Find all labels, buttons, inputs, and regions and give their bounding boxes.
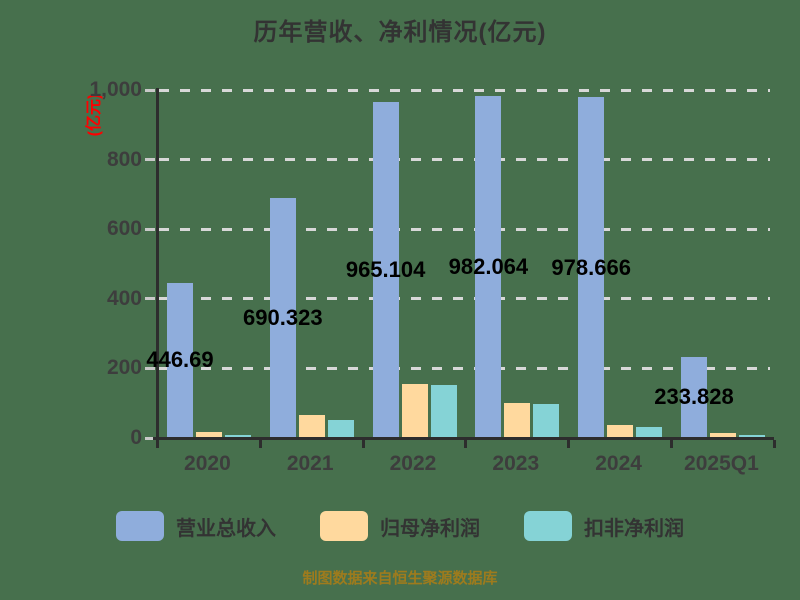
- bar-value-label: 978.666: [551, 254, 631, 280]
- legend-item-归母净利润: 归母净利润: [320, 511, 480, 541]
- bar-营业总收入-2021: [269, 197, 296, 438]
- gridline-400: [159, 297, 770, 301]
- bar-扣非净利润-2025Q1: [739, 434, 765, 438]
- x-category-label-2021: 2021: [286, 452, 334, 475]
- x-category-label-2025Q1: 2025Q1: [684, 452, 759, 475]
- y-tick-mark: [145, 88, 155, 92]
- legend-label: 营业总收入: [176, 517, 276, 540]
- x-category-label-2020: 2020: [184, 452, 231, 475]
- y-tick-label: 0: [130, 426, 142, 449]
- bar-扣非净利润-2024: [636, 426, 663, 438]
- bar-营业总收入-2024: [578, 97, 605, 438]
- y-tick-mark: [145, 158, 155, 162]
- bar-value-label: 982.064: [448, 254, 529, 280]
- x-category-label-2023: 2023: [492, 452, 540, 475]
- bar-归母净利润-2021: [298, 415, 325, 438]
- bar-营业总收入-2025Q1: [681, 356, 707, 438]
- legend: 营业总收入 归母净利润 扣非净利润: [0, 511, 800, 541]
- x-category-label-2022: 2022: [389, 452, 437, 475]
- bar-value-label: 233.828: [654, 384, 734, 410]
- x-tick-mark: [772, 440, 776, 448]
- x-axis-line: [153, 437, 774, 440]
- legend-item-营业总收入: 营业总收入: [116, 511, 276, 541]
- gridline-1000: [159, 88, 770, 92]
- x-tick-mark: [670, 440, 673, 448]
- bar-扣非净利润-2020: [225, 434, 251, 438]
- bar-value-label: 690.323: [243, 304, 323, 330]
- bar-营业总收入-2020: [167, 282, 193, 438]
- bar-归母净利润-2022: [401, 383, 428, 438]
- bar-value-label: 446.69: [146, 347, 214, 373]
- x-category-label-2024: 2024: [595, 452, 642, 475]
- y-tick-label: 200: [106, 356, 142, 380]
- y-tick-mark: [145, 436, 155, 440]
- y-tick-label: 400: [106, 286, 142, 310]
- bar-扣非净利润-2021: [327, 419, 354, 438]
- x-tick-mark: [567, 440, 571, 448]
- y-tick-mark: [145, 297, 155, 301]
- x-tick-mark: [156, 440, 159, 448]
- legend-label: 归母净利润: [380, 517, 480, 540]
- chart-title: 历年营收、净利情况(亿元): [253, 19, 547, 46]
- x-tick-mark: [361, 440, 365, 448]
- legend-item-扣非净利润: 扣非净利润: [524, 511, 684, 541]
- bar-归母净利润-2020: [196, 432, 222, 438]
- gridline-200: [159, 366, 770, 370]
- legend-swatch-icon: [116, 511, 164, 541]
- y-tick-label: 600: [106, 217, 142, 241]
- bar-归母净利润-2024: [607, 424, 634, 438]
- bar-归母净利润-2025Q1: [710, 433, 736, 438]
- gridline-600: [159, 227, 770, 231]
- y-tick-label: 800: [106, 147, 142, 171]
- legend-swatch-icon: [320, 511, 368, 541]
- y-tick-mark: [145, 227, 155, 231]
- y-axis-line: [156, 88, 159, 440]
- legend-swatch-icon: [524, 511, 572, 541]
- gridline-800: [159, 158, 770, 162]
- bar-归母净利润-2023: [504, 402, 531, 438]
- y-tick-mark: [145, 366, 155, 370]
- footer-source-text: 制图数据来自恒生聚源数据库: [302, 570, 498, 587]
- y-tick-label: 1,000: [89, 78, 142, 101]
- bar-营业总收入-2023: [475, 96, 502, 438]
- x-tick-mark: [258, 440, 262, 448]
- x-tick-mark: [464, 440, 468, 448]
- bar-扣非净利润-2022: [430, 384, 457, 438]
- legend-label: 扣非净利润: [584, 517, 684, 540]
- bar-营业总收入-2022: [372, 102, 399, 438]
- bar-扣非净利润-2023: [533, 403, 560, 438]
- bar-value-label: 965.104: [345, 257, 426, 283]
